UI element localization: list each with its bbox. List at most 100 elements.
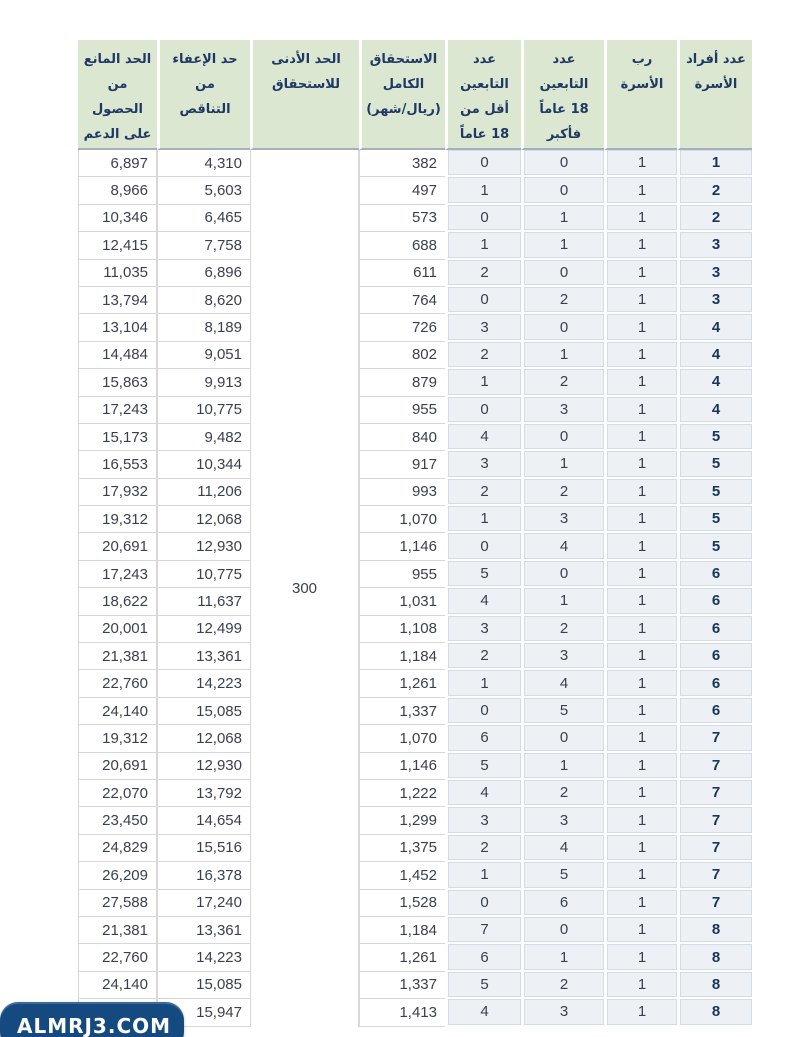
cell-full-entitlement: 840 bbox=[347, 424, 433, 451]
cell-family-size: 4 bbox=[665, 314, 740, 341]
cell-block-limit: 20,001 bbox=[66, 616, 145, 643]
cell-head-of-family: 1 bbox=[592, 862, 665, 889]
cell-deps-under-18: 1 bbox=[433, 369, 509, 396]
cell-deps-under-18: 0 bbox=[433, 890, 509, 917]
cell-head-of-family: 1 bbox=[592, 890, 665, 917]
cell-block-limit: 24,140 bbox=[66, 698, 145, 725]
table-row: 3 1 1 1 688 7,758 12,415 bbox=[66, 232, 740, 259]
cell-deps-under-18: 0 bbox=[433, 150, 509, 177]
table-row: 7 1 0 6 1,070 12,068 19,312 bbox=[66, 725, 740, 752]
cell-deps-18-plus: 2 bbox=[509, 287, 592, 314]
cell-family-size: 4 bbox=[665, 369, 740, 396]
cell-family-size: 5 bbox=[665, 451, 740, 478]
cell-family-size: 7 bbox=[665, 753, 740, 780]
cell-exemption-limit: 12,930 bbox=[145, 753, 238, 780]
cell-head-of-family: 1 bbox=[592, 917, 665, 944]
cell-family-size: 1 bbox=[665, 150, 740, 177]
cell-full-entitlement: 1,261 bbox=[347, 670, 433, 697]
cell-full-entitlement: 573 bbox=[347, 205, 433, 232]
cell-full-entitlement: 726 bbox=[347, 314, 433, 341]
table-row: 7 1 6 0 1,528 17,240 27,588 bbox=[66, 890, 740, 917]
cell-block-limit: 22,070 bbox=[66, 780, 145, 807]
cell-exemption-limit: 12,499 bbox=[145, 616, 238, 643]
cell-block-limit: 11,035 bbox=[66, 260, 145, 287]
table-row: 2 1 1 0 573 6,465 10,346 bbox=[66, 205, 740, 232]
cell-exemption-limit: 8,189 bbox=[145, 314, 238, 341]
table-row: 6 1 3 2 1,184 13,361 21,381 bbox=[66, 643, 740, 670]
cell-exemption-limit: 16,378 bbox=[145, 862, 238, 889]
cell-deps-18-plus: 1 bbox=[509, 205, 592, 232]
cell-deps-18-plus: 3 bbox=[509, 999, 592, 1026]
col-header-exemption-limit: حد الإعفاء من التناقص bbox=[145, 40, 238, 150]
cell-deps-under-18: 1 bbox=[433, 862, 509, 889]
cell-deps-under-18: 3 bbox=[433, 616, 509, 643]
cell-head-of-family: 1 bbox=[592, 670, 665, 697]
table-row: 5 1 4 0 1,146 12,930 20,691 bbox=[66, 533, 740, 560]
table-row: 6 1 2 3 1,108 12,499 20,001 bbox=[66, 616, 740, 643]
cell-full-entitlement: 1,337 bbox=[347, 972, 433, 999]
cell-deps-under-18: 2 bbox=[433, 835, 509, 862]
cell-head-of-family: 1 bbox=[592, 753, 665, 780]
cell-deps-18-plus: 3 bbox=[509, 807, 592, 834]
cell-head-of-family: 1 bbox=[592, 643, 665, 670]
cell-full-entitlement: 1,146 bbox=[347, 533, 433, 560]
cell-full-entitlement: 1,375 bbox=[347, 835, 433, 862]
cell-deps-18-plus: 4 bbox=[509, 835, 592, 862]
cell-deps-under-18: 3 bbox=[433, 451, 509, 478]
cell-full-entitlement: 1,184 bbox=[347, 917, 433, 944]
cell-deps-under-18: 2 bbox=[433, 260, 509, 287]
cell-full-entitlement: 1,261 bbox=[347, 944, 433, 971]
table-row: 6 1 1 4 1,031 11,637 18,622 bbox=[66, 588, 740, 615]
cell-head-of-family: 1 bbox=[592, 533, 665, 560]
cell-head-of-family: 1 bbox=[592, 506, 665, 533]
cell-deps-18-plus: 0 bbox=[509, 424, 592, 451]
cell-full-entitlement: 917 bbox=[347, 451, 433, 478]
cell-deps-18-plus: 2 bbox=[509, 369, 592, 396]
table-row: 7 1 2 4 1,222 13,792 22,070 bbox=[66, 780, 740, 807]
cell-head-of-family: 1 bbox=[592, 835, 665, 862]
cell-full-entitlement: 764 bbox=[347, 287, 433, 314]
cell-exemption-limit: 13,361 bbox=[145, 643, 238, 670]
cell-head-of-family: 1 bbox=[592, 260, 665, 287]
cell-deps-18-plus: 2 bbox=[509, 780, 592, 807]
cell-family-size: 7 bbox=[665, 780, 740, 807]
cell-block-limit: 8,966 bbox=[66, 177, 145, 204]
cell-block-limit: 6,897 bbox=[66, 150, 145, 177]
cell-head-of-family: 1 bbox=[592, 616, 665, 643]
cell-full-entitlement: 1,031 bbox=[347, 588, 433, 615]
cell-block-limit: 14,484 bbox=[66, 342, 145, 369]
table-row: 4 1 2 1 879 9,913 15,863 bbox=[66, 369, 740, 396]
cell-deps-18-plus: 2 bbox=[509, 479, 592, 506]
cell-deps-under-18: 4 bbox=[433, 780, 509, 807]
cell-block-limit: 21,381 bbox=[66, 917, 145, 944]
cell-exemption-limit: 12,068 bbox=[145, 725, 238, 752]
cell-deps-18-plus: 0 bbox=[509, 725, 592, 752]
col-header-block-limit: الحد المانع من الحصول على الدعم bbox=[66, 40, 145, 150]
cell-deps-18-plus: 1 bbox=[509, 588, 592, 615]
cell-deps-18-plus: 2 bbox=[509, 616, 592, 643]
cell-exemption-limit: 5,603 bbox=[145, 177, 238, 204]
cell-block-limit: 27,588 bbox=[66, 890, 145, 917]
cell-family-size: 4 bbox=[665, 397, 740, 424]
cell-full-entitlement: 955 bbox=[347, 397, 433, 424]
cell-family-size: 5 bbox=[665, 479, 740, 506]
cell-exemption-limit: 9,482 bbox=[145, 424, 238, 451]
cell-head-of-family: 1 bbox=[592, 369, 665, 396]
cell-block-limit: 22,760 bbox=[66, 944, 145, 971]
cell-block-limit: 19,312 bbox=[66, 725, 145, 752]
col-header-full-entitlement: الاستحقاق الكامل (ريال/شهر) bbox=[347, 40, 433, 150]
cell-full-entitlement: 382 bbox=[347, 150, 433, 177]
table-row: 4 1 3 0 955 10,775 17,243 bbox=[66, 397, 740, 424]
cell-deps-18-plus: 1 bbox=[509, 342, 592, 369]
cell-exemption-limit: 17,240 bbox=[145, 890, 238, 917]
cell-exemption-limit: 12,930 bbox=[145, 533, 238, 560]
cell-block-limit: 23,450 bbox=[66, 807, 145, 834]
cell-deps-18-plus: 1 bbox=[509, 944, 592, 971]
cell-block-limit: 26,209 bbox=[66, 862, 145, 889]
cell-family-size: 8 bbox=[665, 999, 740, 1026]
cell-deps-18-plus: 0 bbox=[509, 150, 592, 177]
cell-full-entitlement: 1,452 bbox=[347, 862, 433, 889]
cell-block-limit: 20,691 bbox=[66, 753, 145, 780]
cell-deps-under-18: 3 bbox=[433, 314, 509, 341]
cell-exemption-limit: 11,206 bbox=[145, 479, 238, 506]
